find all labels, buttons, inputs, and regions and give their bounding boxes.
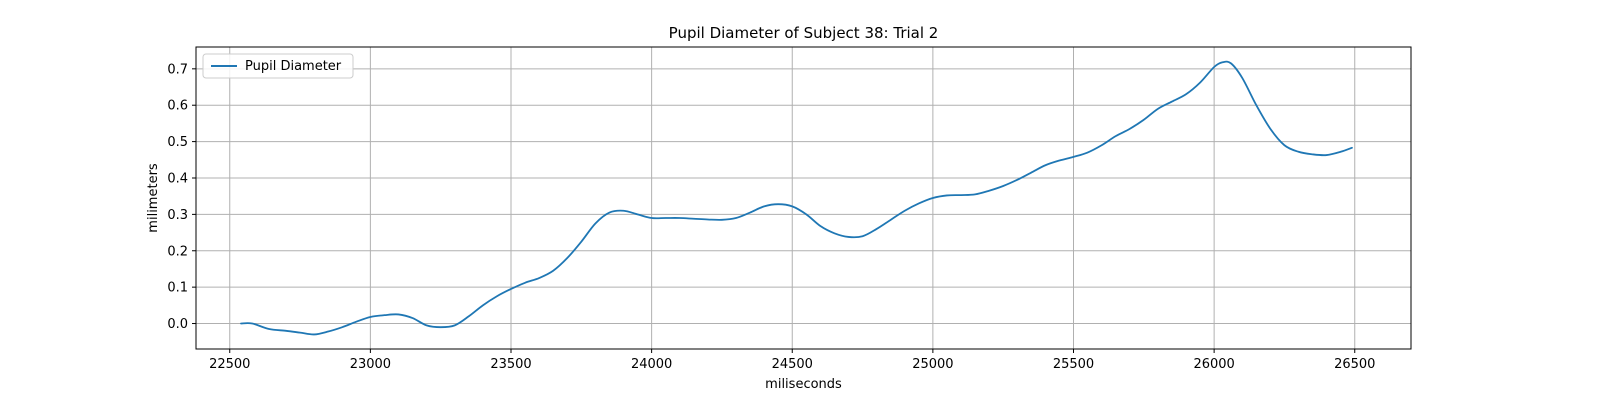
y-tick-label-7: 0.7 [167,62,188,77]
x-tick-label-7: 26000 [1193,357,1234,372]
x-tick-label-0: 22500 [209,357,250,372]
x-axis-label: miliseconds [765,377,842,392]
y-tick-label-6: 0.6 [167,99,188,114]
plot-frame [195,46,1412,350]
y-tick-label-4: 0.4 [167,171,188,186]
y-tick-label-5: 0.5 [167,135,188,150]
x-tick-label-5: 25000 [912,357,953,372]
y-tick-label-3: 0.3 [167,208,188,223]
x-tick-label-8: 26500 [1334,357,1375,372]
legend-box [202,53,354,79]
x-tick-label-3: 24000 [631,357,672,372]
y-tick-label-0: 0.0 [167,317,188,332]
x-tick-label-6: 25500 [1053,357,1094,372]
data-series [240,60,1353,336]
legend: Pupil Diameter [202,53,354,79]
y-axis-label: milimeters [146,163,161,233]
series-line-0 [240,60,1353,336]
grid [196,47,1411,349]
y-tick-label-2: 0.2 [167,244,188,259]
x-tick-label-2: 23500 [490,357,531,372]
axis-ticks: 22500 23000 23500 24000 24500 25000 25500 26000… [167,62,1375,372]
x-tick-label-1: 23000 [350,357,391,372]
chart-title: Pupil Diameter of Subject 38: Trial 2 [669,24,939,42]
legend-label: Pupil Diameter [245,59,342,74]
y-tick-label-1: 0.1 [167,281,188,296]
x-tick-label-4: 24500 [772,357,813,372]
